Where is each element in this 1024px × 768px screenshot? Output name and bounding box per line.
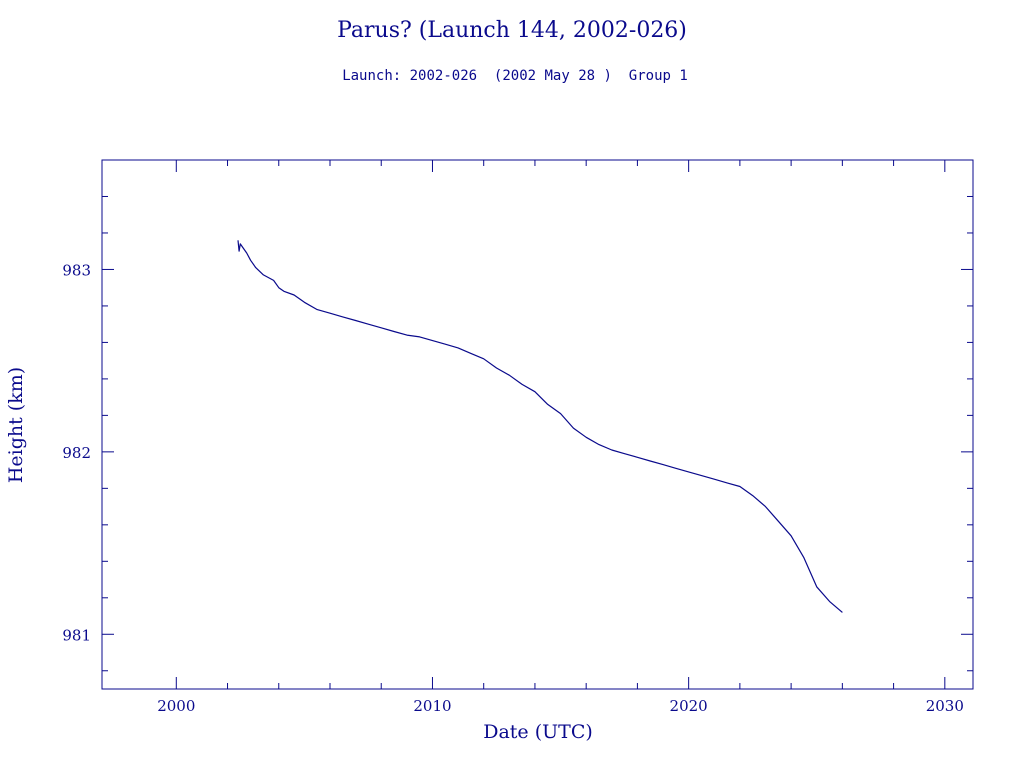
x-tick-label: 2010	[413, 697, 451, 715]
x-axis-label: Date (UTC)	[483, 721, 593, 743]
y-tick-label: 981	[62, 626, 91, 644]
plot-frame	[101, 159, 974, 690]
x-tick-label: 2030	[926, 697, 964, 715]
axis-tick-labels: 2000 2010 2020 2030 981 982 983	[62, 261, 964, 715]
y-tick-label: 982	[62, 444, 91, 462]
y-axis-label: Height (km)	[5, 367, 27, 483]
series-layer	[237, 240, 843, 613]
height-series-line	[237, 240, 843, 613]
y-tick-label: 983	[62, 261, 91, 279]
x-tick-label: 2020	[670, 697, 708, 715]
chart-subtitle: Launch: 2002-026 (2002 May 28 ) Group 1	[342, 68, 688, 84]
chart-title: Parus? (Launch 144, 2002-026)	[337, 18, 687, 43]
axis-ticks	[102, 160, 973, 689]
x-tick-label: 2000	[157, 697, 195, 715]
